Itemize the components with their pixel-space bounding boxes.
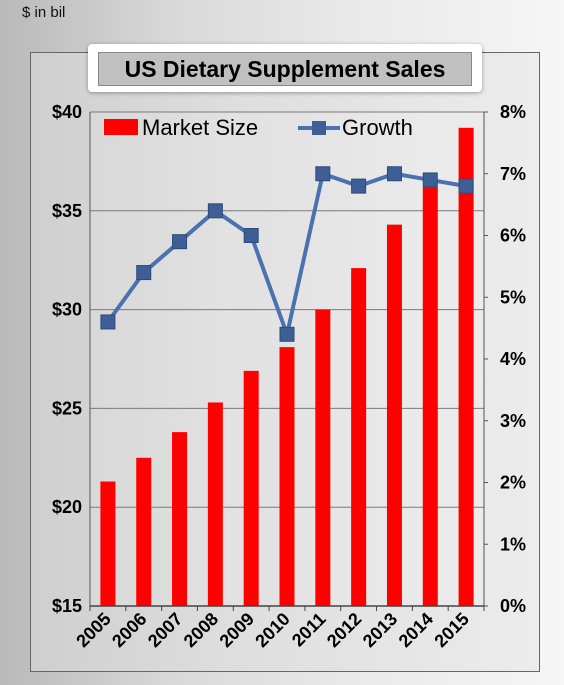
y-right-tick-label: 1%: [500, 534, 526, 554]
x-tick-label: 2006: [108, 609, 150, 651]
y-left-tick-label: $30: [52, 300, 82, 320]
y-right-tick-label: 6%: [500, 226, 526, 246]
x-tick-label: 2015: [430, 609, 472, 651]
x-tick-label: 2011: [288, 609, 330, 651]
y-left-tick-label: $35: [52, 201, 82, 221]
bar-market-size: [136, 457, 152, 606]
bar-market-size: [386, 224, 402, 606]
y-left-tick-label: $25: [52, 398, 82, 418]
growth-point: [386, 166, 402, 182]
y-right-tick-label: 0%: [500, 596, 526, 616]
y-left-tick-label: $40: [52, 102, 82, 122]
x-tick-label: 2010: [251, 609, 293, 651]
legend-label-market-size: Market Size: [142, 115, 258, 140]
growth-point: [422, 172, 438, 188]
bar-market-size: [458, 127, 474, 607]
y-right-tick-label: 4%: [500, 349, 526, 369]
growth-point: [315, 166, 331, 182]
chart-title-box: US Dietary Supplement Sales: [88, 44, 482, 92]
x-tick-label: 2009: [216, 609, 258, 651]
x-tick-label: 2008: [180, 609, 222, 651]
legend-swatch-market-size: [104, 119, 138, 135]
y-left-tick-label: $15: [52, 596, 82, 616]
bar-market-size: [422, 187, 438, 606]
legend-label-growth: Growth: [342, 115, 413, 140]
x-tick-label: 2012: [323, 609, 365, 651]
bar-market-size: [100, 481, 116, 606]
y-right-tick-label: 2%: [500, 473, 526, 493]
x-tick-label: 2014: [395, 609, 437, 651]
bar-market-size: [315, 309, 331, 606]
growth-point: [458, 178, 474, 194]
growth-point: [172, 234, 188, 250]
legend-swatch-growth-marker: [312, 121, 326, 135]
x-tick-label: 2007: [144, 609, 186, 651]
bar-market-size: [243, 370, 259, 606]
chart-title-inner: US Dietary Supplement Sales: [98, 52, 472, 86]
y-right-tick-label: 7%: [500, 164, 526, 184]
y-right-tick-label: 5%: [500, 287, 526, 307]
bar-market-size: [351, 268, 367, 606]
x-tick-label: 2013: [359, 609, 401, 651]
growth-line-layer: [100, 166, 474, 342]
bar-market-size: [172, 432, 188, 606]
growth-point: [351, 178, 367, 194]
growth-point: [100, 314, 116, 330]
bar-market-size: [279, 347, 295, 606]
growth-point: [279, 326, 295, 342]
unit-note: $ in bil: [22, 4, 66, 21]
y-left-tick-label: $20: [52, 497, 82, 517]
growth-point: [136, 265, 152, 281]
chart-title: US Dietary Supplement Sales: [124, 55, 446, 82]
growth-point: [243, 228, 259, 243]
y-right-tick-label: 8%: [500, 102, 526, 122]
bar-market-size: [207, 402, 223, 606]
growth-point: [207, 203, 223, 219]
bars: [100, 127, 474, 607]
legend: Market Size Growth: [104, 115, 413, 140]
y-right-tick-label: 3%: [500, 411, 526, 431]
